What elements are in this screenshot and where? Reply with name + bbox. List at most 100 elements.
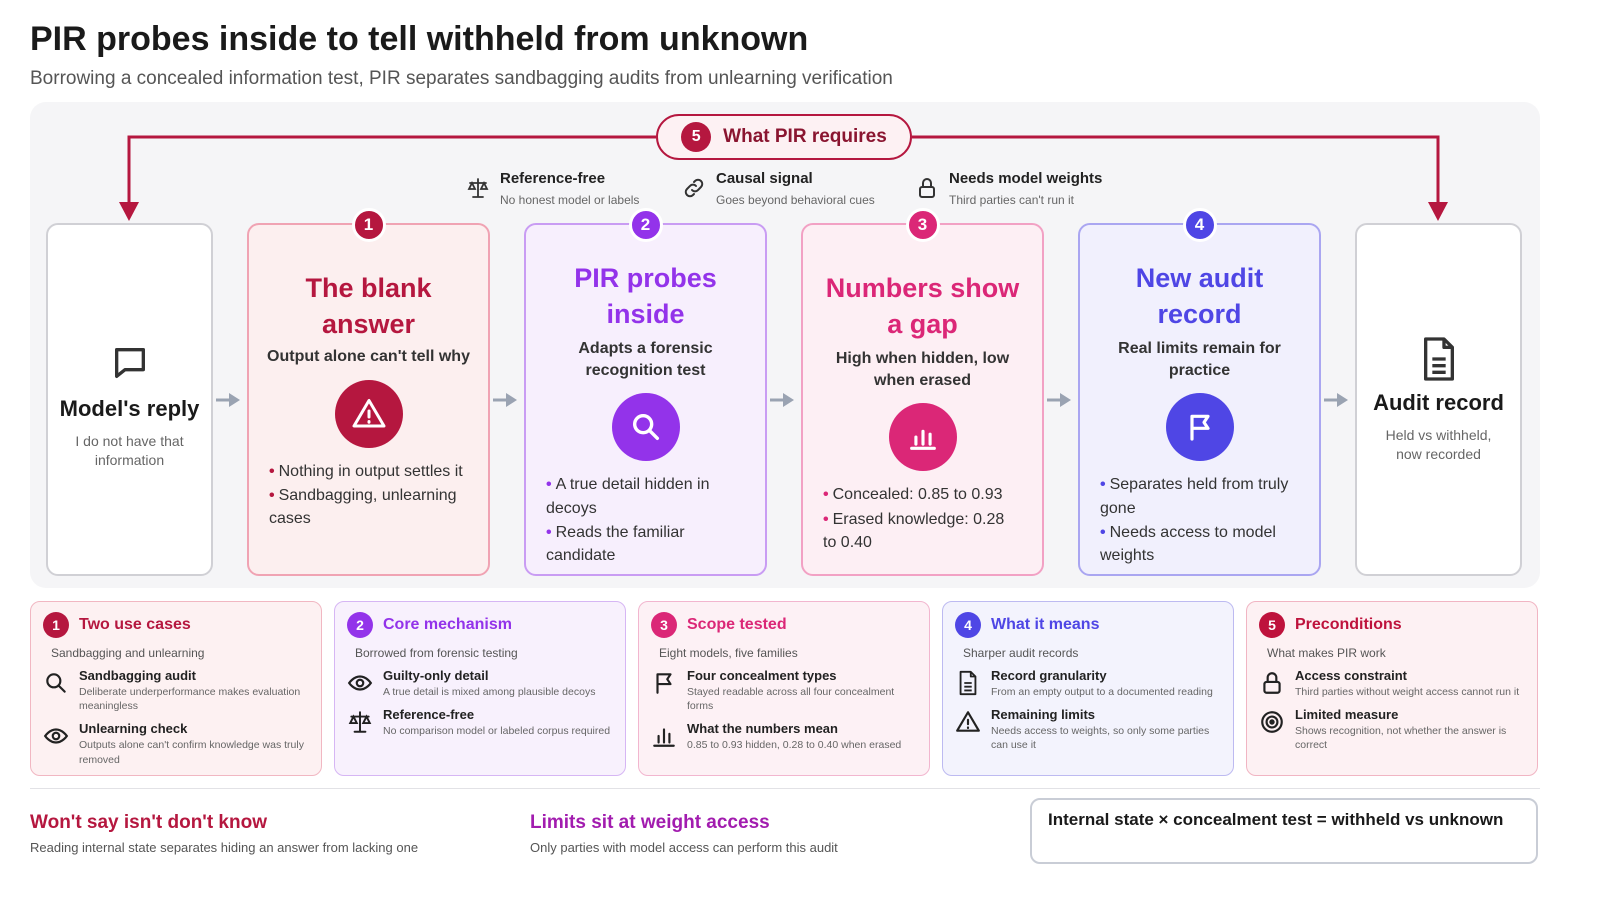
step-heading: PIR probes inside [574, 263, 717, 329]
box-core-mechanism: 2 Core mechanism Borrowed from forensic t… [334, 601, 626, 776]
target-icon [1261, 711, 1283, 734]
audit-record-sub: Held vs withheld, now recorded [1385, 427, 1492, 462]
box-number: 5 [1259, 612, 1285, 638]
model-reply-sub: I do not have that information [75, 433, 184, 468]
box-title: What it means [991, 616, 1100, 633]
step-bullets: • Nothing in output settles it • Sandbaggi… [269, 462, 463, 528]
box-item-title: Sandbagging audit [79, 668, 196, 683]
box-number: 1 [43, 612, 69, 638]
step-bullets: • Concealed: 0.85 to 0.93 • Erased knowled… [823, 486, 1005, 551]
step-subheading: Output alone can't tell why [267, 348, 470, 366]
box-number: 2 [347, 612, 373, 638]
box-item: Guilty-only detail A true detail is mixed… [347, 668, 613, 699]
step-bullets: • A true detail hidden in decoys • Reads t… [546, 476, 710, 564]
req-model-weights: Needs model weights Third parties can't r… [915, 170, 1102, 207]
bar-chart-icon [888, 403, 957, 472]
footer-note-1: Won't say isn't don't know Reading inter… [30, 812, 418, 855]
box-preconditions: 5 Preconditions What makes PIR work Acces… [1246, 601, 1538, 776]
step-card-4: 4 New audit record Real limits remain fo… [1078, 208, 1321, 576]
flow-arrow-icon [1324, 393, 1348, 407]
req-sub: No honest model or labels [500, 193, 640, 207]
step-heading: The blank answer [305, 273, 432, 339]
footer-sub: Reading internal state separates hiding … [30, 840, 419, 855]
flow-arrow-icon [1047, 393, 1071, 407]
box-title: Core mechanism [383, 616, 512, 633]
step-subheading: Adapts a forensic recognition test [578, 340, 713, 379]
model-reply-title: Model's reply [59, 396, 200, 421]
box-item: What the numbers mean 0.85 to 0.93 hidden… [651, 721, 917, 752]
search-icon [611, 393, 680, 462]
footer-note-2: Limits sit at weight access Only parties… [530, 812, 838, 855]
box-item: Unlearning check Outputs alone can't conf… [43, 721, 309, 766]
box-item-title: Unlearning check [79, 721, 188, 737]
step-subheading: High when hidden, low when erased [835, 350, 1010, 389]
box-title: Scope tested [687, 616, 787, 633]
box-item: Remaining limits Needs access to weights,… [955, 707, 1221, 752]
requires-pill: 5 What PIR requires [656, 114, 912, 160]
step-bullet: A true detail hidden in decoys [546, 476, 710, 517]
step-bullet: Needs access to model weights [1100, 523, 1276, 564]
req-reference-free: Reference-free No honest model or labels [466, 170, 639, 207]
footer-sub: Only parties with model access can perfo… [530, 840, 838, 855]
box-item: Access constraint Third parties without w… [1259, 668, 1525, 699]
flow-arrow-icon [216, 393, 240, 407]
step-heading: Numbers show a gap [825, 273, 1020, 339]
box-title: Two use cases [79, 616, 191, 633]
model-reply-card: Model's reply I do not have that informa… [46, 223, 213, 576]
box-item-desc: Third parties without weight access cann… [1295, 686, 1520, 698]
step-subheading: Real limits remain for practice [1118, 340, 1281, 379]
step-number: 1 [351, 208, 386, 242]
box-what-it-means: 4 What it means Sharper audit records Rec… [942, 601, 1234, 776]
search-icon [46, 673, 66, 693]
bar-chart-icon [653, 728, 675, 748]
box-item-desc: Stayed readable across all four concealm… [687, 686, 895, 713]
box-item-desc: Outputs alone can't confirm knowledge wa… [79, 739, 304, 766]
formula-box: Internal state × concealment test = with… [1030, 798, 1538, 864]
step-bullet: Sandbagging, unlearning cases [269, 487, 457, 528]
flag-icon [656, 673, 672, 694]
box-item-title: Guilty-only detail [383, 668, 489, 683]
step-number: 2 [628, 208, 663, 242]
box-item-desc: A true detail is mixed among plausible d… [383, 686, 596, 698]
box-item-desc: Shows recognition, not whether the answe… [1295, 725, 1507, 752]
document-icon [1423, 337, 1454, 381]
step-card-3: 3 Numbers show a gap High when hidden, l… [801, 208, 1044, 576]
box-item-title: Record granularity [991, 668, 1107, 683]
step-bullet: Concealed: 0.85 to 0.93 [832, 486, 1003, 504]
req-title: Causal signal [716, 170, 813, 187]
warning-icon [334, 379, 403, 448]
flag-icon [1165, 393, 1234, 462]
step-bullet: Nothing in output settles it [278, 462, 463, 480]
box-item-title: Reference-free [383, 707, 475, 723]
page-subtitle: Borrowing a concealed information test, … [30, 68, 893, 89]
box-use-cases: 1 Two use cases Sandbagging and unlearnin… [30, 601, 322, 776]
box-item: Limited measure Shows recognition, not wh… [1259, 707, 1525, 752]
scale-icon [467, 178, 489, 198]
step-bullet: Erased knowledge: 0.28 to 0.40 [823, 510, 1005, 551]
step-card-2: 2 PIR probes inside Adapts a forensic re… [524, 208, 767, 576]
requires-number: 5 [681, 122, 712, 152]
footer-title: Won't say isn't don't know [30, 812, 267, 833]
box-item-desc: 0.85 to 0.93 hidden, 0.28 to 0.40 when e… [687, 739, 902, 752]
box-item-title: Remaining limits [991, 707, 1096, 723]
divider [30, 788, 1540, 789]
box-item: Four concealment types Stayed readable ac… [651, 668, 917, 713]
box-item-title: Access constraint [1295, 668, 1407, 683]
box-item: Record granularity From an empty output t… [955, 668, 1221, 699]
lock-icon [919, 178, 935, 198]
speech-bubble-icon [114, 348, 145, 378]
box-scope-tested: 3 Scope tested Eight models, five familie… [638, 601, 930, 776]
requires-label: What PIR requires [723, 126, 887, 147]
step-number: 3 [905, 208, 940, 242]
audit-record-card: Audit record Held vs withheld, now recor… [1355, 223, 1522, 576]
box-number: 4 [955, 612, 981, 638]
footer-title: Limits sit at weight access [530, 812, 770, 833]
scale-icon [348, 711, 372, 733]
lock-icon [1263, 672, 1281, 694]
box-subtitle: Eight models, five families [659, 646, 798, 660]
box-item: Reference-free No comparison model or lab… [347, 707, 613, 738]
step-heading: New audit record [1135, 263, 1264, 329]
box-item-desc: From an empty output to a documented rea… [991, 686, 1213, 698]
box-item-desc: No comparison model or labeled corpus re… [383, 725, 611, 738]
req-causal-signal: Causal signal Goes beyond behavioral cues [682, 170, 875, 207]
